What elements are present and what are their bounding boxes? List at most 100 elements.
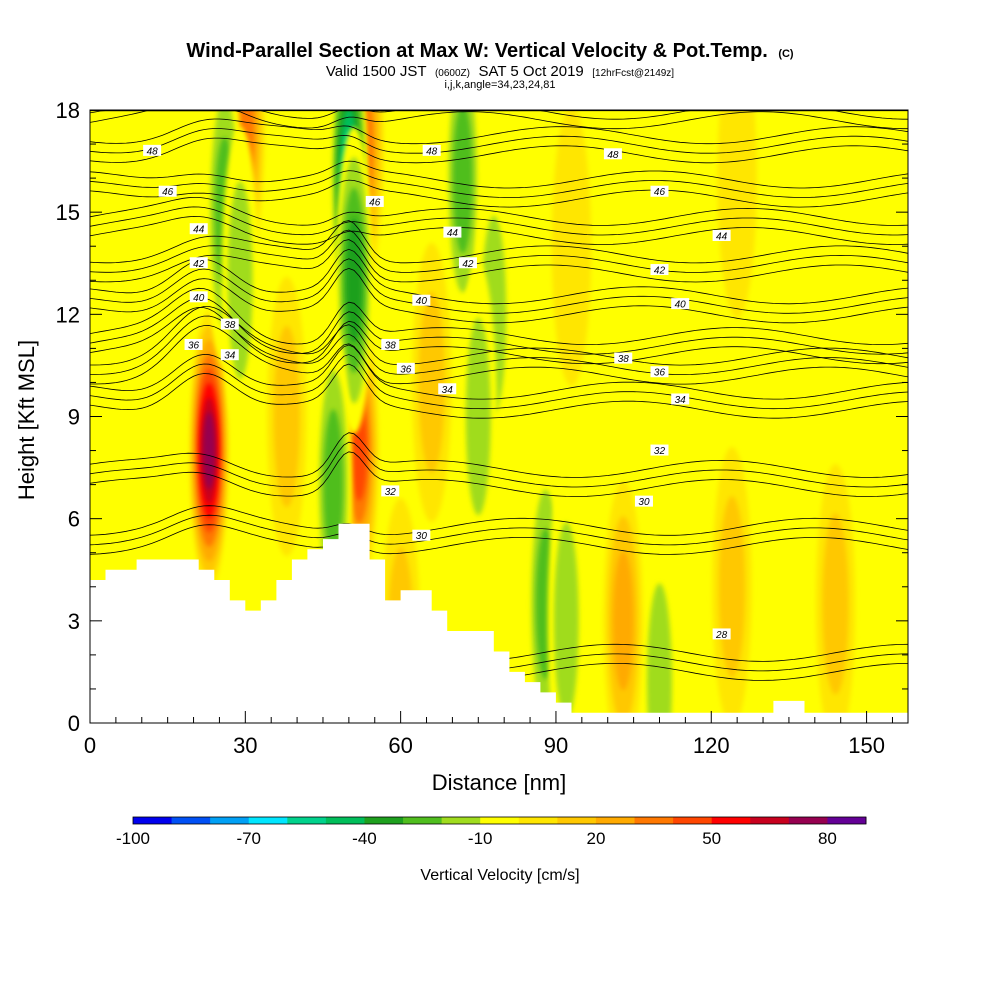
contour-label: 46 bbox=[158, 185, 177, 198]
contour-label: 40 bbox=[671, 298, 690, 311]
theta-contour bbox=[90, 267, 908, 324]
colorbar-label: 50 bbox=[702, 829, 721, 848]
title-utc: (0600Z) bbox=[435, 68, 470, 79]
contour-label-text: 36 bbox=[400, 364, 412, 375]
contour-label-text: 34 bbox=[224, 351, 236, 362]
colorbar: -100 -70 -40 -10 20 50 80 bbox=[116, 816, 867, 848]
contour-label-box bbox=[422, 144, 441, 156]
title-date: SAT 5 Oct 2019 bbox=[478, 63, 583, 80]
velocity-band bbox=[647, 583, 672, 723]
colorbar-swatch bbox=[287, 817, 327, 824]
contour-label-box bbox=[189, 291, 208, 303]
contour-label: 48 bbox=[422, 144, 441, 157]
contour-label-text: 32 bbox=[385, 487, 397, 498]
theta-contour bbox=[90, 325, 908, 385]
x-tick-label: 60 bbox=[388, 733, 412, 758]
colorbar-swatch bbox=[171, 817, 211, 824]
colorbar-label: -10 bbox=[468, 829, 493, 848]
contour-label-box bbox=[381, 338, 400, 350]
contour-label-text: 40 bbox=[675, 300, 687, 311]
contour-label-box bbox=[220, 318, 239, 330]
colorbar-swatch bbox=[248, 817, 288, 824]
velocity-cell bbox=[335, 127, 373, 434]
velocity-cell bbox=[551, 110, 592, 386]
theta-contour bbox=[90, 197, 908, 226]
contour-label-box bbox=[614, 352, 633, 364]
velocity-band bbox=[671, 161, 710, 468]
contour-label-box bbox=[412, 294, 431, 306]
contour-label: 32 bbox=[650, 444, 669, 457]
contour-label-box bbox=[650, 366, 669, 378]
colorbar-swatch bbox=[210, 817, 250, 824]
contour-label-text: 42 bbox=[462, 259, 474, 270]
velocity-cell bbox=[640, 528, 679, 723]
colorbar-swatch bbox=[403, 817, 443, 824]
y-tick-label: 15 bbox=[56, 200, 80, 225]
contour-label-text: 30 bbox=[416, 531, 428, 542]
velocity-band bbox=[323, 409, 344, 561]
y-tick-label: 12 bbox=[56, 302, 80, 327]
theta-contour bbox=[90, 297, 908, 355]
colorbar-label: -40 bbox=[352, 829, 377, 848]
velocity-cell bbox=[717, 110, 757, 318]
y-tick-label: 6 bbox=[68, 507, 80, 532]
contour-label-text: 46 bbox=[654, 187, 666, 198]
contour-label-box bbox=[458, 257, 477, 269]
contour-label-box bbox=[365, 195, 384, 207]
theta-contour bbox=[90, 258, 908, 314]
velocity-cell bbox=[267, 276, 307, 557]
theta-contour bbox=[90, 118, 908, 145]
colorbar-swatch bbox=[133, 817, 173, 824]
contour-label-box bbox=[634, 495, 653, 507]
colorbar-label: 80 bbox=[818, 829, 837, 848]
contour-labels: 28 30 30 32 32 34 34 34 36 36 36 38 38 38 40 40 40 42 42 42… bbox=[143, 144, 731, 641]
contour-label-box bbox=[650, 185, 669, 197]
colorbar-label: -100 bbox=[116, 829, 150, 848]
svg-text:Wind-Parallel Section at Max W: Wind-Parallel Section at Max W: Vertical… bbox=[186, 40, 794, 62]
contour-label: 44 bbox=[189, 223, 208, 236]
potential-temperature-contours bbox=[90, 110, 908, 681]
velocity-band bbox=[718, 496, 746, 678]
contour-label-text: 44 bbox=[447, 228, 459, 239]
contour-label-box bbox=[412, 529, 431, 541]
terrain-mask bbox=[90, 523, 908, 723]
colorbar-swatch bbox=[711, 817, 751, 824]
theta-contour bbox=[90, 451, 908, 497]
velocity-band bbox=[345, 217, 363, 343]
theta-contour bbox=[90, 206, 908, 236]
vertical-velocity-field bbox=[189, 110, 856, 723]
terrain bbox=[90, 523, 908, 723]
velocity-band bbox=[613, 551, 634, 691]
contour-label-text: 28 bbox=[715, 630, 728, 641]
theta-contour bbox=[90, 248, 908, 305]
velocity-cell bbox=[189, 310, 229, 591]
x-tick-label: 120 bbox=[693, 733, 730, 758]
contour-label: 40 bbox=[189, 291, 208, 304]
contour-label: 48 bbox=[603, 148, 622, 161]
contour-label: 32 bbox=[381, 485, 400, 498]
y-tick-label: 3 bbox=[68, 609, 80, 634]
theta-contour bbox=[90, 239, 908, 283]
contour-label: 40 bbox=[412, 294, 431, 307]
velocity-cell bbox=[815, 464, 856, 723]
contour-label-box bbox=[603, 148, 622, 160]
contour-label-box bbox=[189, 223, 208, 235]
contour-label-text: 36 bbox=[654, 368, 666, 379]
velocity-cell bbox=[671, 161, 710, 468]
y-tick-label: 18 bbox=[56, 98, 80, 123]
colorbar-label: 20 bbox=[586, 829, 605, 848]
theta-contour bbox=[90, 505, 908, 536]
colorbar-swatch bbox=[595, 817, 636, 824]
colorbar-swatch bbox=[827, 817, 867, 824]
contour-label-box bbox=[650, 264, 669, 276]
contour-label-box bbox=[650, 444, 669, 456]
contour-label: 48 bbox=[143, 144, 162, 157]
theta-contour bbox=[90, 524, 908, 555]
colorbar-swatch bbox=[441, 817, 481, 824]
contour-label-text: 46 bbox=[369, 197, 381, 208]
contour-label: 34 bbox=[671, 393, 690, 406]
colorbar-title: Vertical Velocity [cm/s] bbox=[420, 867, 579, 884]
y-tick-label: 0 bbox=[68, 711, 80, 736]
theta-contour bbox=[90, 287, 908, 345]
y-axis-title: Height [Kft MSL] bbox=[14, 340, 39, 500]
